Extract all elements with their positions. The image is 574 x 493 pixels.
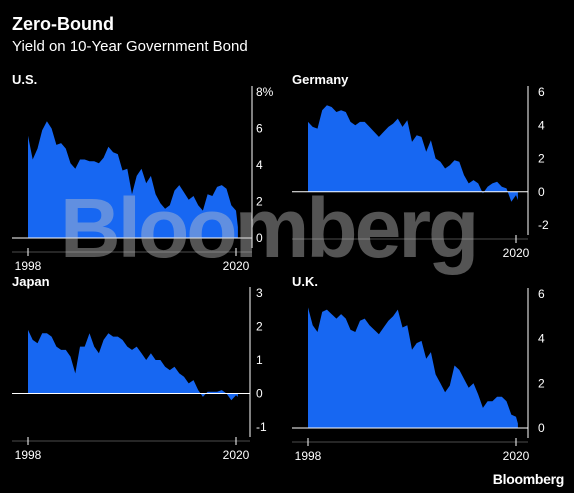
germany-y-tick-label: 2 <box>538 152 545 166</box>
germany-yield-panel: -2 0 2 4 6 2020 <box>292 85 549 260</box>
uk-y-tick-label: 4 <box>538 332 545 346</box>
panel-title-uk: U.K. <box>292 274 318 289</box>
germany-x-tick-label: 2020 <box>503 246 530 260</box>
japan-yield-panel: -1 0 1 2 3 1998 2020 <box>12 286 267 462</box>
us-y-tick-label: 2 <box>256 195 263 209</box>
uk-yield-panel: 0 2 4 6 1998 2020 <box>292 287 545 463</box>
uk-x-tick-label: 2020 <box>503 449 530 463</box>
us-x-tick-label: 1998 <box>15 259 42 273</box>
japan-y-tick-label: 0 <box>256 387 263 401</box>
uk-yield-area <box>308 307 518 428</box>
japan-y-tick-label: 3 <box>256 286 263 300</box>
uk-x-tick-label: 1998 <box>295 449 322 463</box>
chart-title: Zero-Bound <box>12 14 114 34</box>
uk-y-tick-label: 2 <box>538 376 545 390</box>
us-y-tick-label: 6 <box>256 122 263 136</box>
germany-yield-area <box>308 105 518 202</box>
uk-y-tick-label: 6 <box>538 287 545 301</box>
us-y-tick-label: 0 <box>256 231 263 245</box>
japan-y-tick-label: 1 <box>256 353 263 367</box>
chart-subtitle: Yield on 10-Year Government Bond <box>12 38 248 55</box>
panel-title-us: U.S. <box>12 72 38 87</box>
panel-title-germany: Germany <box>292 72 349 87</box>
us-yield-area <box>28 121 238 238</box>
germany-y-tick-label: 4 <box>538 118 545 132</box>
bloomberg-watermark: Bloomberg <box>60 181 479 275</box>
bloomberg-logo: Bloomberg <box>492 471 565 487</box>
uk-y-tick-label: 0 <box>538 421 545 435</box>
us-yield-panel: 0 2 4 6 8% 1998 2020 <box>12 85 274 273</box>
germany-y-tick-label: 0 <box>538 185 545 199</box>
japan-y-tick-label: -1 <box>256 420 267 434</box>
panel-title-japan: Japan <box>12 274 50 289</box>
japan-yield-area <box>28 329 238 401</box>
us-y-tick-label: 4 <box>256 158 263 172</box>
germany-y-tick-label: -2 <box>538 218 549 232</box>
japan-x-tick-label: 1998 <box>15 448 42 462</box>
us-x-tick-label: 2020 <box>223 259 250 273</box>
japan-x-tick-label: 2020 <box>223 448 250 462</box>
germany-y-tick-label: 6 <box>538 85 545 99</box>
japan-y-tick-label: 2 <box>256 320 263 334</box>
us-y-tick-label: 8% <box>256 85 274 99</box>
